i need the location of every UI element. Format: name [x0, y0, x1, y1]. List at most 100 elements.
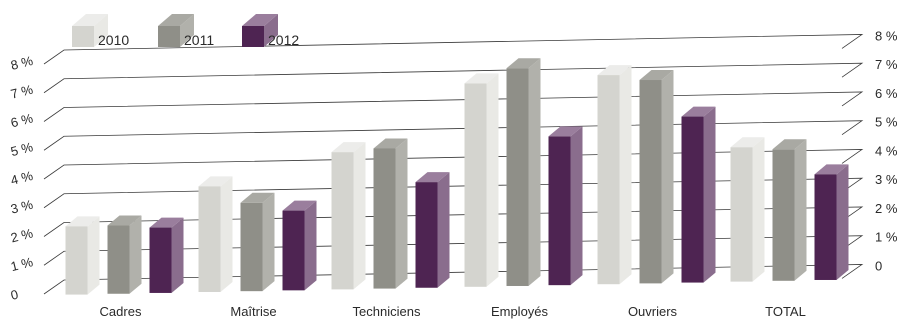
legend-item: 2011 — [158, 14, 214, 48]
y-tick-label-right: 7 % — [875, 57, 898, 72]
bar — [597, 65, 632, 285]
bar-front — [331, 152, 354, 290]
bar-side — [794, 139, 807, 281]
bar-top — [107, 215, 142, 226]
bar — [681, 106, 716, 283]
bar-front — [415, 182, 438, 288]
bar — [415, 172, 450, 288]
right-y-axis-ticks: 0 1 % 2 % 3 % 4 % 5 % 6 % 7 % 8 % — [875, 28, 898, 273]
bar-front — [730, 147, 753, 282]
bar-side — [836, 164, 849, 280]
y-tick-label-left: 1 % — [9, 254, 35, 274]
bar-top — [506, 58, 541, 69]
bar-front — [506, 68, 529, 286]
gridline — [43, 235, 864, 266]
bar-side — [395, 138, 408, 289]
bar-front — [639, 80, 662, 284]
bar-front — [814, 174, 837, 280]
legend-swatch-top — [72, 14, 108, 26]
category-label: Ouvriers — [628, 304, 678, 319]
category-label: TOTAL — [765, 304, 806, 319]
left-y-axis-ticks: 0 1 % 2 % 3 % 4 % 5 % 6 % 7 % 8 % — [9, 53, 35, 303]
legend-swatch-side — [264, 14, 278, 47]
bar-side — [304, 200, 317, 291]
legend-swatch — [242, 26, 264, 47]
bar-top — [415, 172, 450, 183]
bar-side — [220, 176, 233, 292]
gridline — [43, 206, 864, 237]
bar-top — [814, 164, 849, 175]
y-tick-label-left: 8 % — [9, 53, 35, 73]
bar-top — [597, 65, 632, 76]
bar-top — [198, 176, 233, 187]
bar-side — [171, 217, 184, 293]
bar — [373, 138, 408, 289]
bar-side — [661, 70, 674, 284]
bar-side — [619, 65, 632, 285]
bar-top — [282, 200, 317, 211]
bar-front — [548, 136, 571, 286]
bar — [548, 126, 583, 286]
legend-swatch-top — [158, 14, 194, 26]
y-tick-label-right: 2 % — [875, 201, 898, 216]
bar-side — [528, 58, 541, 286]
bar-front — [681, 116, 704, 283]
legend-swatch-side — [180, 14, 194, 47]
legend-item: 2010 — [72, 14, 129, 48]
bar — [331, 142, 366, 290]
bar-side — [703, 106, 716, 283]
y-tick-label-left: 7 % — [9, 82, 35, 102]
category-label: Employés — [491, 304, 549, 319]
bar-top — [240, 192, 275, 203]
bar-front — [198, 186, 221, 292]
bar-front — [240, 202, 263, 292]
legend-label: 2011 — [184, 32, 214, 48]
bar — [198, 176, 233, 292]
category-label: Maîtrise — [230, 304, 276, 319]
bar-front — [149, 227, 172, 293]
bar — [240, 192, 275, 292]
y-tick-label-left: 4 % — [9, 168, 35, 188]
y-tick-label-right: 1 % — [875, 230, 898, 245]
bar — [639, 70, 674, 284]
bar — [107, 215, 142, 294]
y-tick-label-right: 0 — [875, 258, 882, 273]
y-tick-label-left: 3 % — [9, 197, 35, 217]
y-tick-label-right: 4 % — [875, 143, 898, 158]
bar-top — [464, 73, 499, 84]
bar-top — [772, 139, 807, 150]
y-tick-label-left: 5 % — [9, 139, 35, 159]
bar-side — [353, 142, 366, 290]
bar-front — [373, 148, 396, 289]
legend-swatch-side — [94, 14, 108, 47]
bar-top — [331, 142, 366, 153]
category-labels: Cadres Maîtrise Techniciens Employés Ouvrier… — [100, 304, 806, 319]
bar-side — [87, 216, 100, 295]
bar-side — [752, 137, 765, 282]
bar-side — [570, 126, 583, 286]
bar-front — [597, 75, 620, 285]
bar — [464, 73, 499, 287]
bar — [814, 164, 849, 280]
bar-front — [772, 149, 795, 281]
legend-item: 2012 — [242, 14, 299, 48]
legend: 2010 2011 2012 — [72, 14, 299, 48]
gridline — [43, 177, 864, 209]
bar-top — [730, 137, 765, 148]
bar-top — [681, 106, 716, 117]
bar-top — [373, 138, 408, 149]
gridline — [43, 120, 864, 151]
y-tick-label-right: 3 % — [875, 172, 898, 187]
bar-side — [129, 215, 142, 294]
bar — [149, 217, 184, 293]
legend-label: 2010 — [98, 32, 129, 48]
legend-swatch — [158, 26, 180, 47]
bar — [506, 58, 541, 286]
gridline — [43, 149, 864, 180]
y-tick-label-left: 0 — [9, 287, 20, 303]
gridline — [43, 62, 864, 94]
bar-front — [107, 225, 130, 294]
y-tick-label-right: 5 % — [875, 115, 898, 130]
y-tick-label-left: 6 % — [9, 110, 35, 130]
bar-top — [639, 70, 674, 81]
